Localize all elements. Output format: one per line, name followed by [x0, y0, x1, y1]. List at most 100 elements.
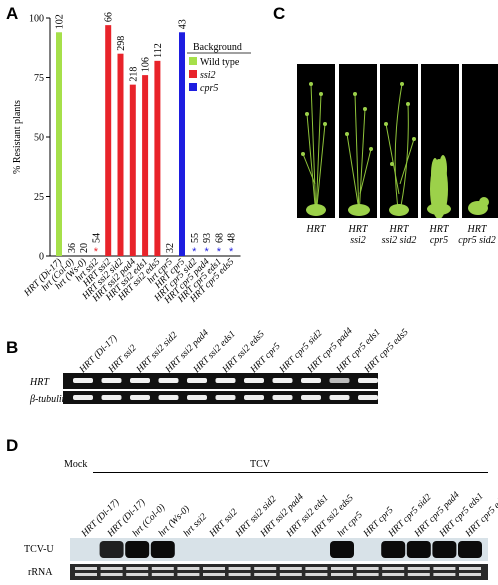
gel-band	[358, 378, 378, 383]
mock-label: Mock	[64, 459, 88, 470]
gel-row-label-rrna: rRNA	[28, 567, 53, 578]
gel-tcv-u-row	[70, 538, 488, 561]
gel-band	[279, 567, 302, 570]
gel-band	[73, 395, 93, 400]
gel-band	[215, 378, 236, 383]
gel-row-label-tubulin: β-tubulin	[30, 394, 67, 405]
n-label: 93	[202, 233, 213, 243]
bar	[117, 53, 124, 257]
significance-marker: *	[94, 246, 99, 258]
n-label: 298	[116, 36, 127, 51]
significance-marker: *	[229, 246, 234, 258]
bar	[129, 84, 136, 256]
bar	[154, 60, 161, 257]
gel-band	[228, 567, 251, 570]
y-tick-label: 25	[34, 192, 44, 203]
gel-band	[272, 378, 293, 383]
gel-band	[203, 567, 225, 570]
legend-label: Wild type	[200, 57, 240, 68]
gel-band	[215, 395, 236, 400]
gel-band	[433, 567, 456, 570]
gel-band	[432, 541, 457, 558]
gel-band	[331, 573, 353, 576]
gel-band	[75, 573, 97, 576]
gel-band	[130, 378, 150, 383]
plant-photo-hrt-cpr5	[421, 64, 459, 218]
gel-band	[126, 567, 149, 570]
y-tick-label: 0	[39, 252, 44, 263]
gel-band	[150, 541, 175, 558]
n-label: 112	[153, 43, 164, 58]
gel-band	[100, 567, 123, 570]
gel-band	[177, 567, 200, 570]
gel-band	[73, 378, 93, 383]
tcv-group-line	[93, 472, 488, 473]
gel-band	[382, 567, 405, 570]
plant-photo-hrt-ssi2-sid2	[380, 64, 418, 218]
gel-band	[228, 573, 251, 576]
gel-band	[187, 395, 207, 400]
significance-marker: *	[217, 246, 222, 258]
n-label: 102	[55, 14, 66, 29]
gel-band	[177, 573, 200, 576]
gel-band	[358, 395, 378, 400]
gel-band	[151, 573, 174, 576]
gel-band	[203, 573, 225, 576]
plant-photo-hrt-ssi2	[339, 64, 377, 218]
panel-letter-b: B	[6, 338, 19, 357]
n-label: 55	[190, 233, 201, 243]
n-label: 106	[141, 57, 152, 72]
n-label: 218	[128, 67, 139, 82]
gel-row-label-hrt: HRT	[30, 377, 49, 388]
gel-band	[406, 541, 431, 558]
legend-label: cpr5	[200, 83, 218, 94]
bar	[105, 25, 112, 256]
gel-band	[331, 567, 353, 570]
lane-label: HRT ssi2	[208, 507, 240, 540]
gel-rrna-row	[70, 564, 488, 580]
gel-band	[244, 395, 264, 400]
gel-band	[101, 378, 122, 383]
y-axis-label: % Resistant plants	[12, 100, 23, 174]
n-label: 43	[178, 19, 189, 29]
gel-band	[407, 567, 430, 570]
gel-band	[272, 395, 293, 400]
legend-swatch	[189, 83, 197, 91]
n-label: 54	[91, 233, 102, 243]
n-label: 48	[227, 233, 238, 243]
gel-band	[329, 395, 350, 400]
plant-label-1: HRT	[306, 224, 326, 235]
gel-band	[254, 573, 277, 576]
gel-band	[330, 541, 354, 558]
gel-band	[254, 567, 277, 570]
gel-band	[459, 567, 481, 570]
gel-band	[382, 573, 405, 576]
gel-band	[459, 573, 481, 576]
gel-band	[458, 541, 482, 558]
n-label: 68	[214, 233, 225, 243]
bar	[179, 32, 185, 256]
n-label: 36	[67, 243, 78, 253]
gel-row-label-tcv-u: TCV-U	[24, 544, 54, 555]
gel-band	[301, 378, 321, 383]
panel-letter-a: A	[6, 4, 19, 23]
gel-band	[279, 573, 302, 576]
gel-band	[158, 395, 179, 400]
gel-band	[356, 573, 379, 576]
n-label: 66	[104, 12, 115, 22]
gel-band	[301, 395, 321, 400]
significance-marker: *	[192, 246, 197, 258]
gel-band	[99, 541, 124, 558]
legend-title: Background	[193, 42, 242, 53]
legend-label: ssi2	[200, 70, 216, 81]
gel-band	[407, 573, 430, 576]
gel-band	[125, 541, 150, 558]
bar	[142, 75, 149, 257]
y-tick-label: 75	[34, 73, 44, 84]
plant-photo-hrt-cpr5-sid2	[462, 64, 498, 218]
gel-band	[158, 378, 179, 383]
plant-photo-hrt	[297, 64, 335, 218]
panel-letter-d: D	[6, 436, 19, 455]
significance-marker: *	[204, 246, 209, 258]
tcv-label: TCV	[250, 459, 270, 470]
